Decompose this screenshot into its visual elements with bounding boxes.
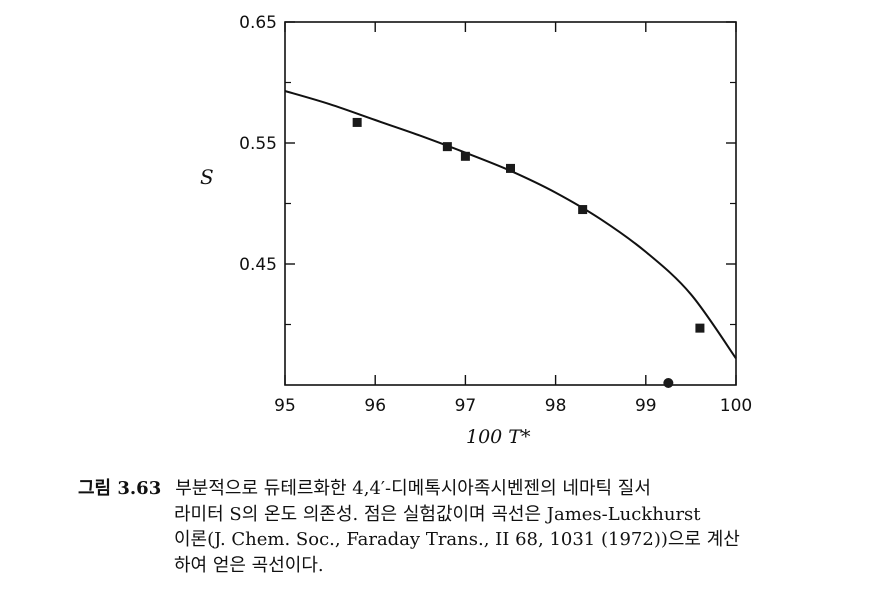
caption-text-1: 부분적으로 듀테르화한 4,4′-디메톡시아족시벤젠의 네마틱 질서 bbox=[175, 478, 651, 499]
y-tick-label: 0.45 bbox=[239, 255, 277, 275]
ink-blemish bbox=[663, 378, 674, 388]
ticks: 95 96 97 98 99 100 0.45 0.55 0.65 bbox=[239, 13, 752, 416]
y-tick-label: 0.65 bbox=[239, 13, 277, 33]
figure-caption: 그림 3.63 부분적으로 듀테르화한 4,4′-디메톡시아족시벤젠의 네마틱 질… bbox=[78, 476, 892, 578]
data-point bbox=[506, 163, 515, 173]
x-tick-label: 99 bbox=[635, 396, 657, 416]
caption-line-4: 하여 얻은 곡선이다. bbox=[174, 554, 324, 576]
data-point bbox=[460, 151, 470, 161]
x-tick-label: 95 bbox=[274, 396, 296, 416]
caption-label: 그림 3.63 bbox=[78, 478, 162, 499]
y-tick-label: 0.55 bbox=[239, 134, 277, 154]
x-tick-label: 97 bbox=[455, 396, 477, 416]
data-point bbox=[578, 205, 588, 215]
data-point bbox=[695, 323, 705, 333]
x-tick-label: 98 bbox=[545, 396, 567, 416]
y-axis-label: S bbox=[200, 165, 214, 189]
caption-line-2: 라미터 S의 온도 의존성. 점은 실험값이며 곡선은 James-Luckhu… bbox=[174, 503, 701, 525]
caption-line-1: 그림 3.63 부분적으로 듀테르화한 4,4′-디메톡시아족시벤젠의 네마틱 질… bbox=[78, 476, 892, 502]
caption-line-3: 이론(J. Chem. Soc., Faraday Trans., II 68,… bbox=[174, 529, 740, 550]
theory-curve bbox=[284, 90, 737, 359]
x-tick-label: 100 bbox=[720, 396, 752, 416]
axes bbox=[284, 21, 737, 386]
points-layer bbox=[352, 117, 705, 388]
data-point bbox=[442, 142, 452, 152]
x-tick-label: 96 bbox=[364, 396, 386, 416]
x-axis-label: 100 T* bbox=[466, 426, 531, 448]
data-point bbox=[352, 117, 362, 127]
curve-layer bbox=[284, 90, 737, 359]
plot-frame bbox=[284, 21, 737, 386]
chart: 95 96 97 98 99 100 0.45 0.55 0.65 S 100 T* bbox=[200, 13, 752, 448]
